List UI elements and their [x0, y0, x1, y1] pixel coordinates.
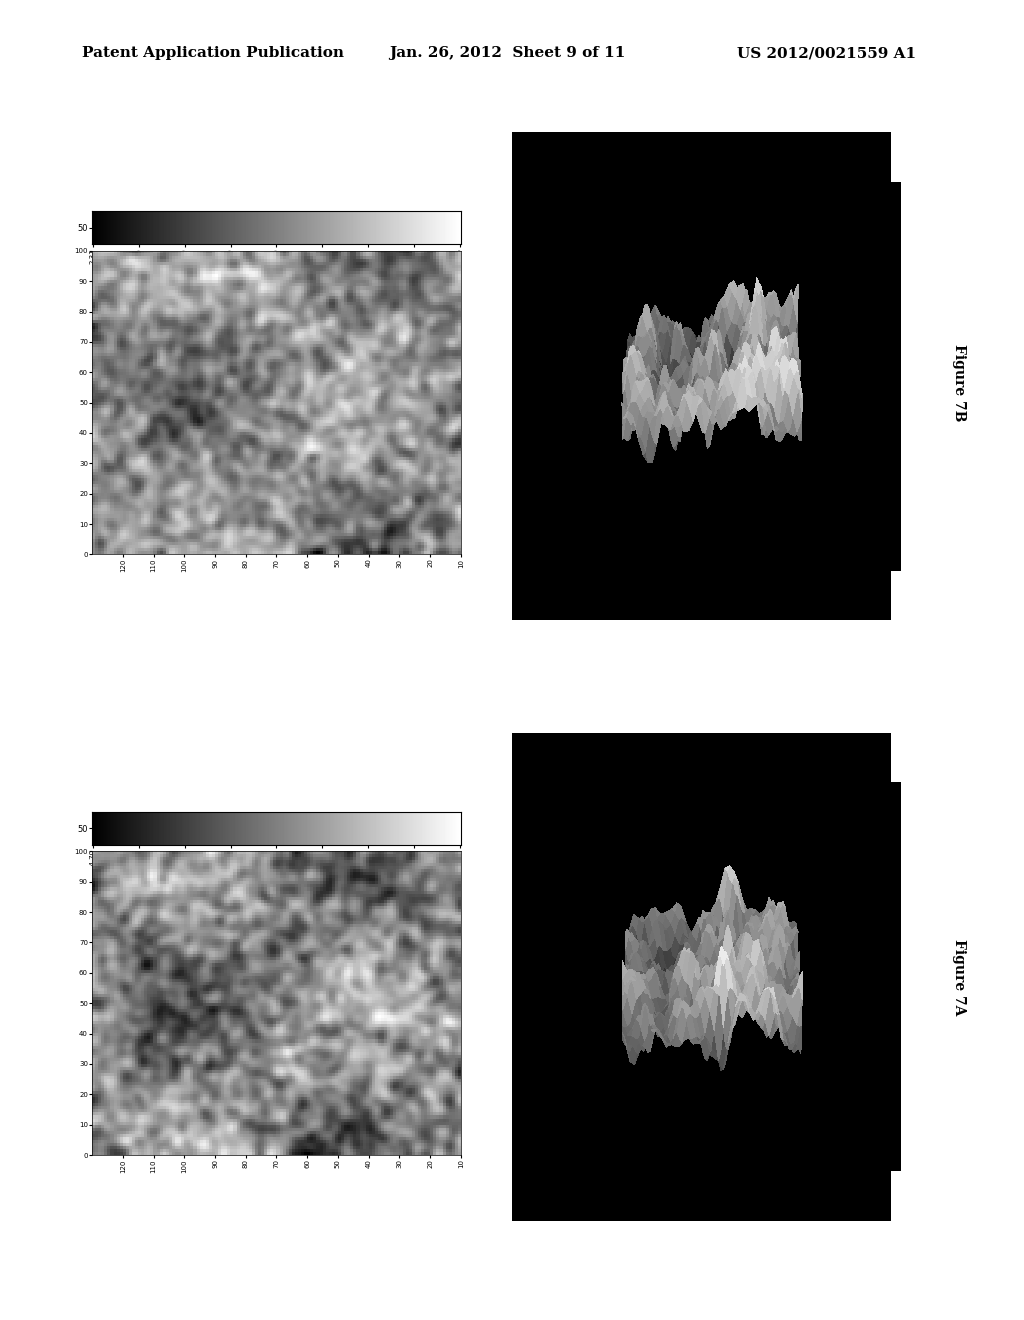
- Text: US 2012/0021559 A1: US 2012/0021559 A1: [737, 46, 916, 61]
- Text: Figure 7B: Figure 7B: [952, 345, 967, 421]
- Text: Patent Application Publication: Patent Application Publication: [82, 46, 344, 61]
- Text: Figure 7A: Figure 7A: [952, 939, 967, 1015]
- Text: Jan. 26, 2012  Sheet 9 of 11: Jan. 26, 2012 Sheet 9 of 11: [389, 46, 626, 61]
